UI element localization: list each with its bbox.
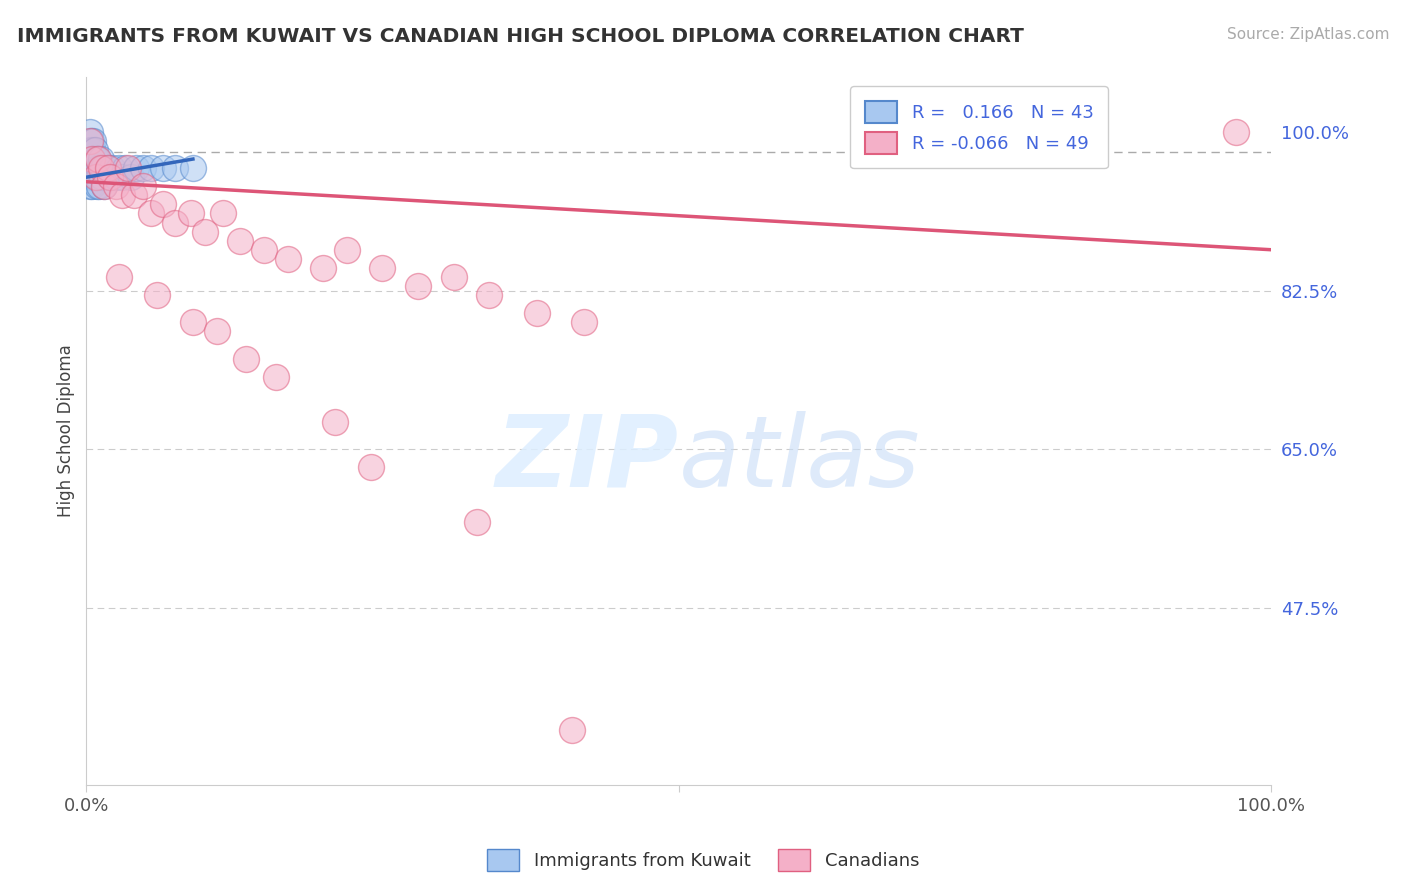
Point xyxy=(80,134,103,148)
Point xyxy=(235,351,257,366)
Point xyxy=(104,170,127,185)
Point xyxy=(90,170,112,185)
Point xyxy=(82,134,104,148)
Point xyxy=(371,260,394,275)
Point xyxy=(336,243,359,257)
Point xyxy=(91,161,114,175)
Point xyxy=(120,170,142,185)
Point xyxy=(181,315,204,329)
Point xyxy=(125,161,148,175)
Point xyxy=(89,179,111,194)
Point xyxy=(79,134,101,148)
Point xyxy=(312,260,335,275)
Point xyxy=(561,723,583,738)
Point xyxy=(89,161,111,175)
Text: IMMIGRANTS FROM KUWAIT VS CANADIAN HIGH SCHOOL DIPLOMA CORRELATION CHART: IMMIGRANTS FROM KUWAIT VS CANADIAN HIGH … xyxy=(17,27,1024,45)
Point xyxy=(79,152,101,166)
Point xyxy=(117,161,139,175)
Point xyxy=(82,152,104,166)
Point xyxy=(87,170,110,185)
Point xyxy=(87,152,110,166)
Point xyxy=(79,179,101,194)
Point xyxy=(86,179,108,194)
Point xyxy=(443,269,465,284)
Point xyxy=(97,161,120,175)
Point xyxy=(83,170,105,185)
Legend: R =   0.166   N = 43, R = -0.066   N = 49: R = 0.166 N = 43, R = -0.066 N = 49 xyxy=(851,87,1108,169)
Point xyxy=(132,161,155,175)
Point xyxy=(86,161,108,175)
Point xyxy=(194,225,217,239)
Point xyxy=(165,215,187,229)
Point xyxy=(229,234,252,248)
Point xyxy=(205,324,228,338)
Point xyxy=(165,161,187,175)
Point xyxy=(141,161,163,175)
Point xyxy=(478,288,501,302)
Point xyxy=(152,197,174,211)
Point xyxy=(82,143,104,157)
Point xyxy=(101,161,124,175)
Point xyxy=(83,143,105,157)
Point xyxy=(89,152,111,166)
Point xyxy=(98,170,121,185)
Point xyxy=(132,179,155,194)
Point xyxy=(89,161,111,175)
Point xyxy=(526,306,548,320)
Point xyxy=(114,161,136,175)
Point xyxy=(82,161,104,175)
Point xyxy=(84,170,107,185)
Point xyxy=(572,315,595,329)
Point xyxy=(277,252,299,266)
Point xyxy=(98,170,121,185)
Point xyxy=(122,188,145,202)
Point xyxy=(264,369,287,384)
Point xyxy=(84,152,107,166)
Point xyxy=(93,179,115,194)
Point xyxy=(406,279,429,293)
Point xyxy=(253,243,276,257)
Point xyxy=(111,170,134,185)
Text: Source: ZipAtlas.com: Source: ZipAtlas.com xyxy=(1226,27,1389,42)
Point xyxy=(104,179,127,194)
Point xyxy=(97,161,120,175)
Point xyxy=(146,288,169,302)
Y-axis label: High School Diploma: High School Diploma xyxy=(58,344,75,517)
Point xyxy=(465,515,488,529)
Point xyxy=(180,206,202,220)
Point xyxy=(82,179,104,194)
Point xyxy=(82,170,104,185)
Point xyxy=(108,269,131,284)
Point xyxy=(80,152,103,166)
Point xyxy=(152,161,174,175)
Point xyxy=(323,415,346,429)
Point xyxy=(93,179,115,194)
Point xyxy=(86,152,108,166)
Text: ZIP: ZIP xyxy=(496,411,679,508)
Point xyxy=(79,143,101,157)
Legend: Immigrants from Kuwait, Canadians: Immigrants from Kuwait, Canadians xyxy=(479,842,927,879)
Point xyxy=(141,206,163,220)
Point xyxy=(211,206,233,220)
Point xyxy=(82,152,104,166)
Point xyxy=(84,170,107,185)
Point xyxy=(360,460,382,475)
Point xyxy=(80,170,103,185)
Point xyxy=(111,188,134,202)
Point xyxy=(79,125,101,139)
Point xyxy=(1225,125,1247,139)
Point xyxy=(79,161,101,175)
Point xyxy=(181,161,204,175)
Text: atlas: atlas xyxy=(679,411,921,508)
Point xyxy=(108,161,131,175)
Point xyxy=(87,152,110,166)
